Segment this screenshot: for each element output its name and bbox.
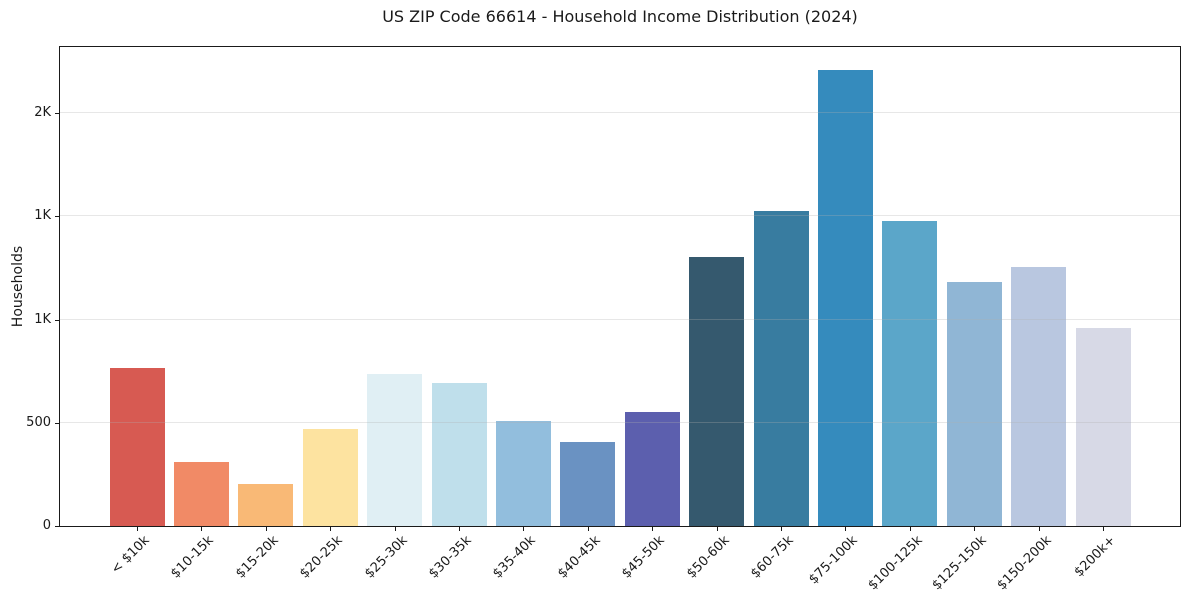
bar-3	[302, 428, 358, 526]
x-tick	[1103, 527, 1104, 531]
x-tick	[137, 527, 138, 531]
x-tick-label: < $10k	[108, 533, 153, 578]
x-tick	[717, 527, 718, 531]
x-tick	[652, 527, 653, 531]
gridline-1500	[60, 215, 1180, 217]
bar-9	[689, 256, 745, 526]
x-tick	[459, 527, 460, 531]
x-tick	[781, 527, 782, 531]
x-tick	[910, 527, 911, 531]
bar-10	[753, 211, 809, 526]
x-tick	[845, 527, 846, 531]
x-tick	[330, 527, 331, 531]
chart-title: US ZIP Code 66614 - Household Income Dis…	[382, 7, 858, 26]
y-tick	[55, 320, 59, 321]
x-tick	[588, 527, 589, 531]
y-tick	[55, 423, 59, 424]
y-tick	[55, 113, 59, 114]
gridline-500	[60, 421, 1180, 423]
bar-8	[624, 412, 680, 526]
y-tick-label: 500	[26, 415, 51, 430]
gridline-1000	[60, 318, 1180, 320]
y-tick-label: 1K	[34, 312, 51, 327]
y-tick-label: 1K	[34, 208, 51, 223]
bar-2	[238, 483, 294, 526]
x-tick	[523, 527, 524, 531]
bar-13	[946, 282, 1002, 526]
bar-5	[431, 382, 487, 526]
bar-15	[1075, 327, 1131, 526]
x-tick	[974, 527, 975, 531]
bar-4	[367, 374, 423, 526]
bar-1	[173, 462, 229, 526]
bar-11	[817, 69, 873, 526]
y-tick-label: 2K	[34, 105, 51, 120]
bar-12	[882, 221, 938, 526]
x-tick	[1039, 527, 1040, 531]
bar-7	[560, 442, 616, 526]
x-tick	[201, 527, 202, 531]
x-tick	[395, 527, 396, 531]
bar-0	[109, 368, 165, 526]
y-tick	[55, 526, 59, 527]
y-tick	[55, 216, 59, 217]
gridline-2000	[60, 112, 1180, 114]
plot-area	[59, 46, 1181, 527]
x-tick	[266, 527, 267, 531]
y-tick-label: 0	[42, 518, 51, 533]
bar-14	[1011, 266, 1067, 526]
bar-6	[495, 420, 551, 526]
